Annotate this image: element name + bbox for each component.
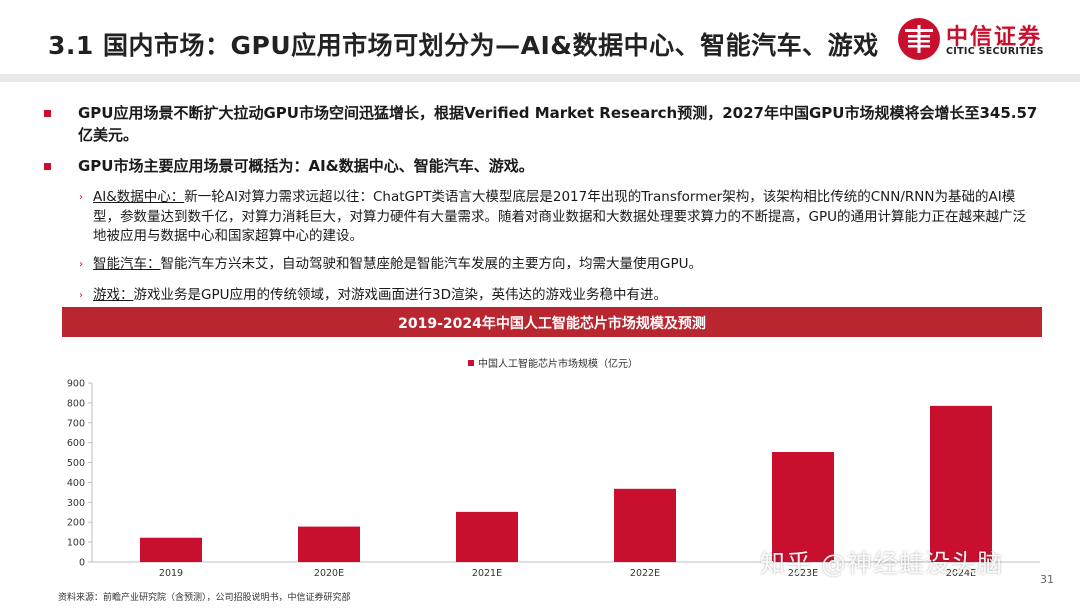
sub-bullet-ai-datacenter: › AI&数据中心：新一轮AI对算力需求远超以往：ChatGPT类语言大模型底层… xyxy=(79,188,1038,247)
bullet-market-growth: GPU应用场景不断扩大拉动GPU市场空间迅猛增长，根据Verified Mark… xyxy=(44,102,1038,146)
chevron-right-icon: › xyxy=(79,259,83,270)
watermark: 知乎 @神经蛙没头脑 xyxy=(760,549,1003,578)
logo-cn-text: 中信证券 xyxy=(946,25,1043,50)
y-tick-label: 600 xyxy=(67,438,85,449)
x-tick-label: 2023E xyxy=(788,568,818,579)
bullet-square-icon xyxy=(44,110,51,117)
sub-bullet-smart-car: › 智能汽车：智能汽车方兴未艾，自动驾驶和智慧座舱是智能汽车发展的主要方向，均需… xyxy=(79,255,1038,275)
x-tick-label: 2022E xyxy=(630,568,660,579)
y-tick-label: 400 xyxy=(67,478,85,489)
page-number: 31 xyxy=(1040,573,1054,586)
chart-title: 2019-2024年中国人工智能芯片市场规模及预测 xyxy=(398,316,706,332)
chevron-right-icon: › xyxy=(79,290,83,301)
bullet-square-icon xyxy=(44,163,51,170)
logo-en-text: CITIC SECURITIES xyxy=(946,46,1044,57)
page-title: 3.1 国内市场：GPU应用市场可划分为—AI&数据中心、智能汽车、游戏 xyxy=(48,31,879,60)
sub-bullet-gaming: › 游戏：游戏业务是GPU应用的传统领域，对游戏画面进行3D渲染，英伟达的游戏业… xyxy=(79,286,1038,306)
chevron-right-icon: › xyxy=(79,192,83,203)
y-tick-label: 700 xyxy=(67,418,85,429)
sub-bullet-label: AI&数据中心： xyxy=(93,189,185,205)
x-tick-label: 2021E xyxy=(472,568,502,579)
y-tick-label: 200 xyxy=(67,518,85,529)
x-tick-label: 2019 xyxy=(159,568,183,579)
sub-bullet-text: 新一轮AI对算力需求远超以往：ChatGPT类语言大模型底层是2017年出现的T… xyxy=(93,189,1026,244)
citic-emblem-icon xyxy=(898,18,940,60)
sub-bullet-text: 智能汽车方兴未艾，自动驾驶和智慧座舱是智能汽车发展的主要方向，均需大量使用GPU… xyxy=(160,256,702,272)
y-tick-label: 300 xyxy=(67,498,85,509)
bullet-text: GPU应用场景不断扩大拉动GPU市场空间迅猛增长，根据Verified Mark… xyxy=(78,104,1038,144)
citic-logo: 中信证券 CITIC SECURITIES xyxy=(896,16,1072,66)
chart-legend: 中国人工智能芯片市场规模（亿元） xyxy=(468,355,638,370)
y-tick-label: 100 xyxy=(67,538,85,549)
header-divider xyxy=(0,74,1080,82)
bar xyxy=(614,488,676,562)
sub-bullet-text: 游戏业务是GPU应用的传统领域，对游戏画面进行3D渲染，英伟达的游戏业务稳中有进… xyxy=(133,287,667,303)
bar xyxy=(140,537,202,562)
x-tick-label: 2024E xyxy=(946,568,976,579)
chart-banner: 2019-2024年中国人工智能芯片市场规模及预测 xyxy=(62,307,1042,337)
bullet-application-scenarios: GPU市场主要应用场景可概括为：AI&数据中心、智能汽车、游戏。 xyxy=(44,155,978,177)
y-tick-label: 800 xyxy=(67,398,85,409)
bar xyxy=(772,452,834,562)
legend-swatch xyxy=(468,360,474,366)
bar xyxy=(930,405,992,562)
x-tick-label: 2020E xyxy=(314,568,344,579)
bullet-text: GPU市场主要应用场景可概括为：AI&数据中心、智能汽车、游戏。 xyxy=(78,157,534,175)
bar xyxy=(298,526,360,562)
y-tick-label: 900 xyxy=(67,379,85,390)
source-note: 资料来源：前瞻产业研究院（含预测），公司招股说明书，中信证券研究部 xyxy=(58,593,351,603)
sub-bullet-label: 智能汽车： xyxy=(93,256,161,272)
sub-bullet-label: 游戏： xyxy=(93,287,134,303)
bar xyxy=(456,511,518,562)
y-tick-label: 0 xyxy=(79,558,85,569)
header: 3.1 国内市场：GPU应用市场可划分为—AI&数据中心、智能汽车、游戏 中信证… xyxy=(0,0,1080,82)
legend-label: 中国人工智能芯片市场规模（亿元） xyxy=(478,359,638,370)
y-tick-label: 500 xyxy=(67,458,85,469)
